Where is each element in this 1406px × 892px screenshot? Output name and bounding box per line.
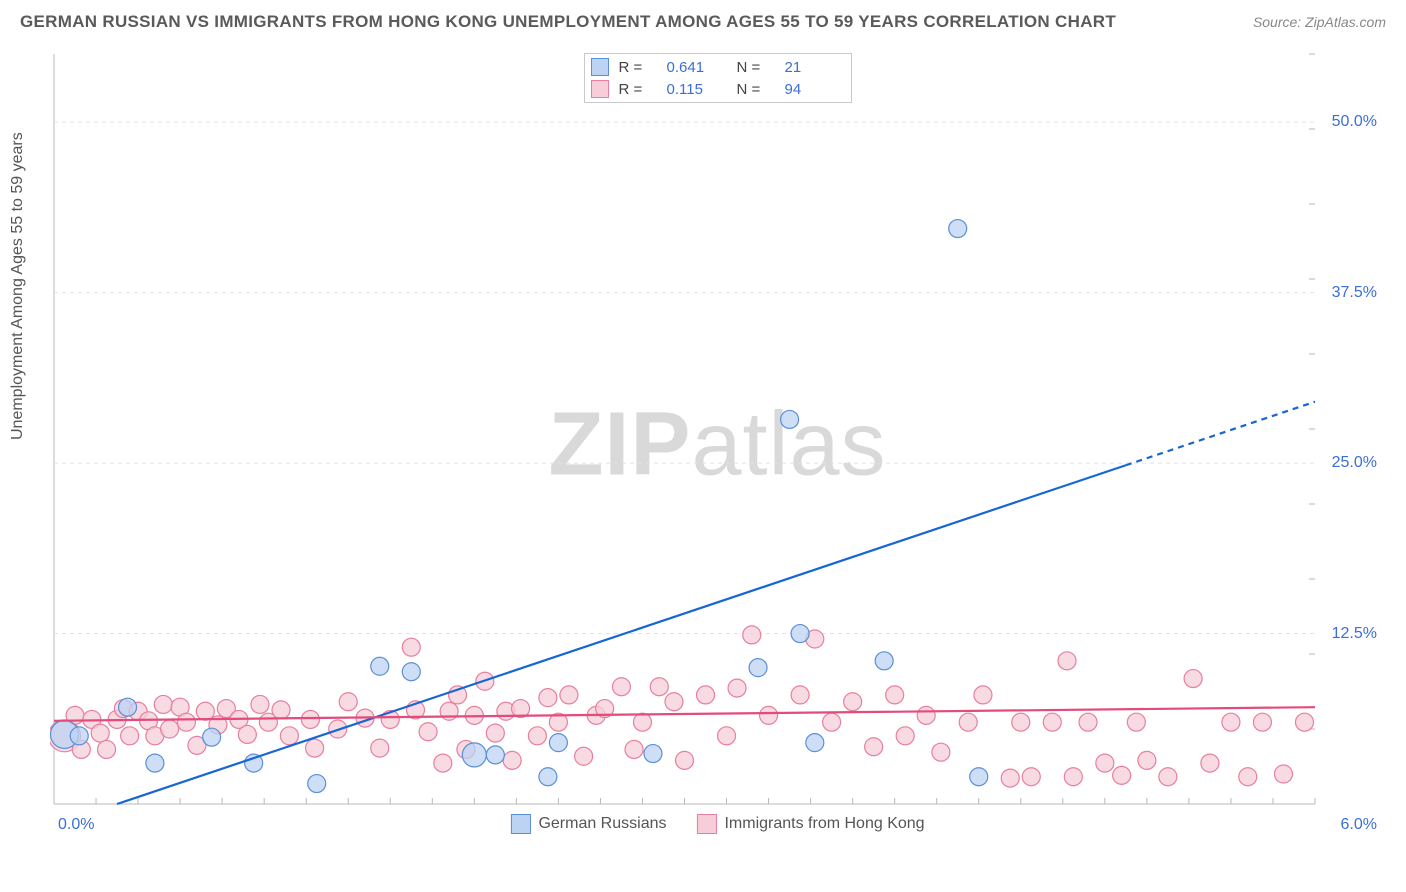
legend-r-label-1: R = — [619, 59, 657, 76]
scatter-plot — [50, 50, 1385, 840]
y-axis-tick: 37.5% — [1332, 284, 1377, 302]
legend-n-label-1: N = — [737, 59, 775, 76]
chart-title: GERMAN RUSSIAN VS IMMIGRANTS FROM HONG K… — [20, 12, 1116, 32]
legend-series-label-2: Immigrants from Hong Kong — [724, 815, 924, 833]
legend-stats: R = 0.641 N = 21 R = 0.115 N = 94 — [584, 53, 852, 103]
legend-series: German Russians Immigrants from Hong Kon… — [510, 814, 924, 834]
legend-series-label-1: German Russians — [538, 815, 666, 833]
legend-swatch-2 — [591, 80, 609, 98]
x-axis-tick-left: 0.0% — [58, 816, 94, 834]
legend-r-value-2: 0.115 — [667, 81, 727, 98]
legend-stats-row-1: R = 0.641 N = 21 — [591, 56, 845, 78]
y-axis-label: Unemployment Among Ages 55 to 59 years — [9, 132, 27, 440]
legend-stats-row-2: R = 0.115 N = 94 — [591, 78, 845, 100]
legend-swatch-1 — [591, 58, 609, 76]
plot-container: ZIPatlas R = 0.641 N = 21 R = 0.115 N = … — [50, 50, 1385, 840]
legend-swatch-icon-2 — [696, 814, 716, 834]
legend-series-item-2: Immigrants from Hong Kong — [696, 814, 924, 834]
legend-n-value-2: 94 — [785, 81, 845, 98]
y-axis-tick: 12.5% — [1332, 625, 1377, 643]
x-axis-tick-right: 6.0% — [1341, 816, 1377, 834]
legend-n-value-1: 21 — [785, 59, 845, 76]
y-axis-tick: 50.0% — [1332, 113, 1377, 131]
legend-r-label-2: R = — [619, 81, 657, 98]
y-axis-tick: 25.0% — [1332, 454, 1377, 472]
chart-source: Source: ZipAtlas.com — [1253, 14, 1386, 30]
legend-r-value-1: 0.641 — [667, 59, 727, 76]
legend-series-item-1: German Russians — [510, 814, 666, 834]
legend-swatch-icon-1 — [510, 814, 530, 834]
legend-n-label-2: N = — [737, 81, 775, 98]
